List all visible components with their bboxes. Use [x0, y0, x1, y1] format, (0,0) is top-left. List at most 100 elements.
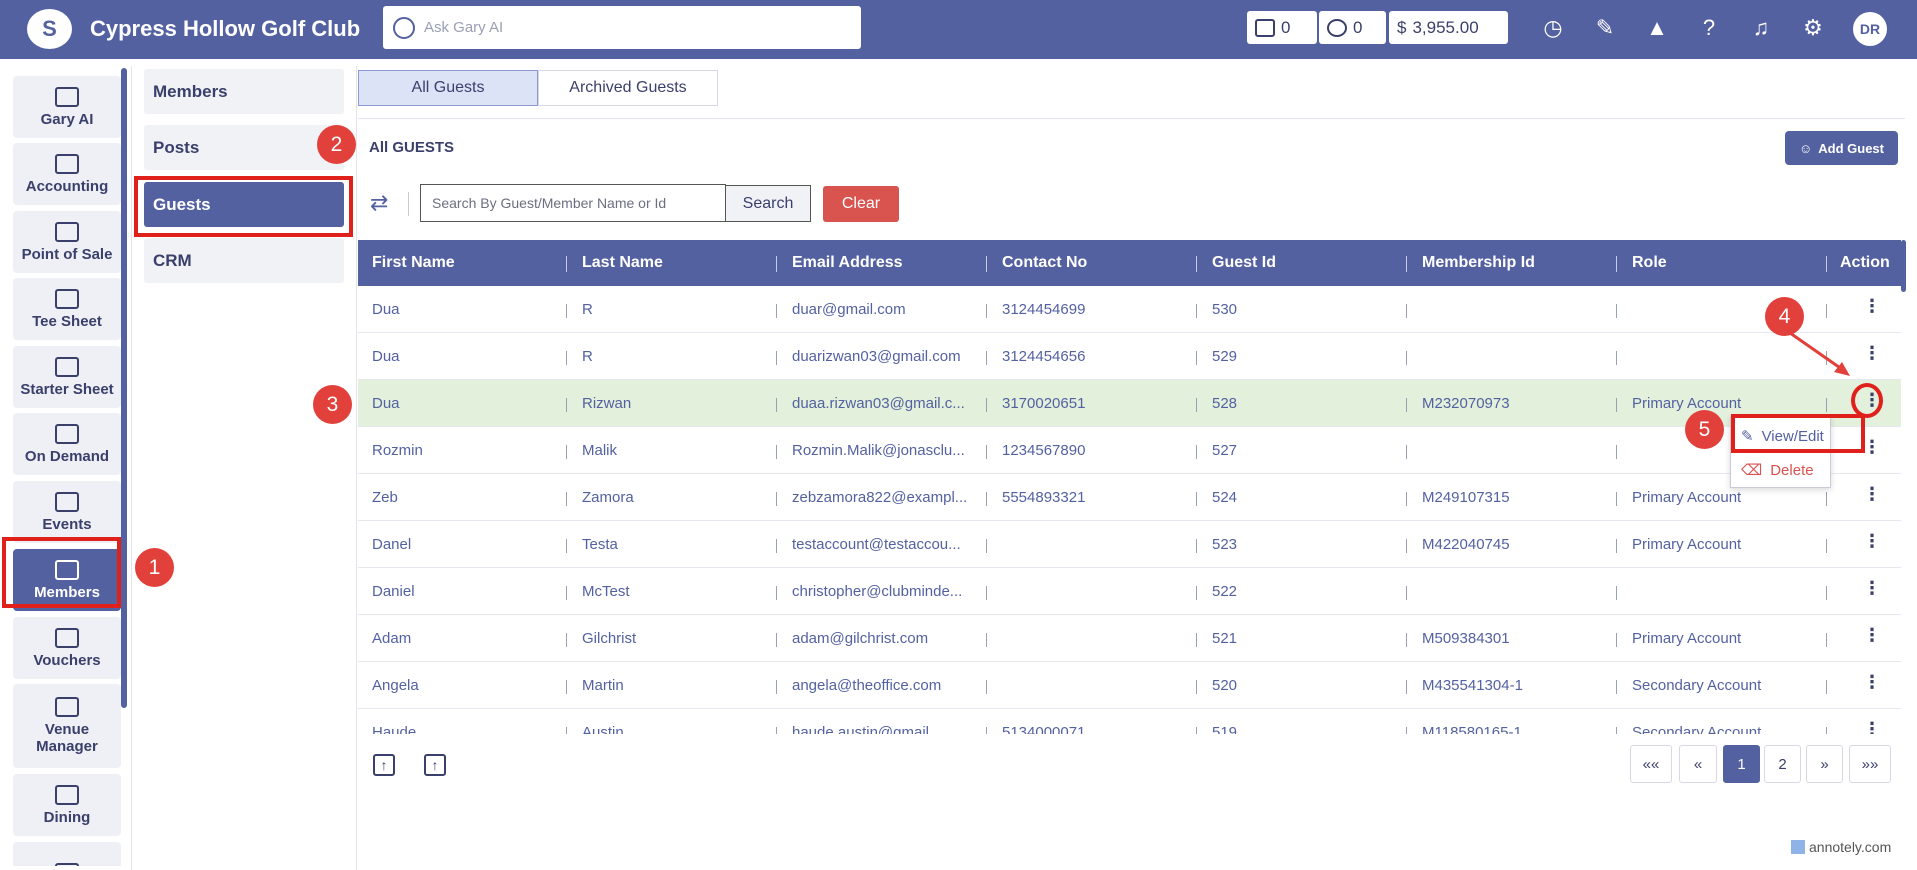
- kebab-menu-icon[interactable]: ⋮: [1863, 484, 1881, 504]
- nav-members[interactable]: Members: [13, 549, 121, 611]
- page-2[interactable]: 2: [1764, 745, 1801, 783]
- table-row[interactable]: Daniel McTest christopher@clubminde... 522 ⋮: [358, 568, 1901, 615]
- table-cell: 523: [1212, 536, 1238, 553]
- subnav-posts[interactable]: Posts: [144, 125, 344, 170]
- clock-icon[interactable]: ◷: [1543, 15, 1563, 40]
- cell-divider: [566, 351, 567, 365]
- search-input[interactable]: [420, 184, 726, 222]
- cell-divider: [1406, 398, 1407, 412]
- page-last[interactable]: »»: [1849, 745, 1891, 783]
- tab-all-guests[interactable]: All Guests: [358, 70, 538, 106]
- table-cell: 1234567890: [1002, 442, 1086, 459]
- nav-venue-manager[interactable]: Venue Manager: [13, 684, 121, 768]
- table-row[interactable]: Adam Gilchrist adam@gilchrist.com 521 M50938…: [358, 615, 1901, 662]
- table-cell: christopher@clubminde...: [792, 583, 963, 600]
- kebab-menu-icon[interactable]: ⋮: [1863, 437, 1881, 457]
- user-avatar[interactable]: DR: [1853, 12, 1887, 46]
- search-button[interactable]: Search: [725, 185, 811, 222]
- table-scrollbar[interactable]: [1901, 240, 1906, 292]
- graduation-icon[interactable]: ▲: [1646, 15, 1668, 40]
- col-email[interactable]: Email Address: [792, 254, 903, 271]
- cell-divider: [986, 539, 987, 553]
- page-next[interactable]: »: [1806, 745, 1843, 783]
- table-row[interactable]: Dua Rizwan duaa.rizwan03@gmail.c... 3170020…: [358, 380, 1901, 427]
- table-cell: Austin: [582, 724, 624, 734]
- table-cell: Secondary Account: [1632, 724, 1762, 734]
- guest-tabs: All Guests Archived Guests: [358, 70, 718, 106]
- kebab-menu-icon[interactable]: ⋮: [1863, 672, 1881, 692]
- subnav-guests[interactable]: Guests: [144, 182, 344, 227]
- menu-view-edit[interactable]: ✎ View/Edit: [1731, 419, 1832, 453]
- cell-divider: [1616, 492, 1617, 506]
- more-icon: [55, 863, 79, 866]
- kebab-menu-icon[interactable]: ⋮: [1863, 531, 1881, 551]
- nav-gary-ai[interactable]: Gary AI: [13, 76, 121, 138]
- cell-divider: [1616, 680, 1617, 694]
- tab-archived-guests[interactable]: Archived Guests: [538, 70, 718, 106]
- cell-divider: [1616, 445, 1617, 459]
- menu-delete[interactable]: ⌫ Delete: [1731, 453, 1832, 487]
- gear-icon[interactable]: ⚙: [1803, 15, 1823, 40]
- table-row[interactable]: Haude Austin haude.austin@gmail.... 5134000…: [358, 709, 1901, 734]
- help-icon[interactable]: ?: [1702, 15, 1716, 40]
- kebab-menu-icon[interactable]: ⋮: [1863, 625, 1881, 645]
- nav-starter-sheet[interactable]: Starter Sheet: [13, 346, 121, 408]
- cart-counter[interactable]: 0: [1247, 11, 1317, 44]
- col-last-name[interactable]: Last Name: [582, 254, 663, 271]
- table-row[interactable]: Rozmin Malik Rozmin.Malik@jonasclu... 12345…: [358, 427, 1901, 474]
- kebab-menu-icon[interactable]: ⋮: [1863, 343, 1881, 363]
- nav-dining[interactable]: Dining: [13, 774, 121, 836]
- table-cell: Primary Account: [1632, 489, 1742, 506]
- monitor-icon: [55, 423, 79, 444]
- subnav-members[interactable]: Members: [144, 69, 344, 114]
- export-icon[interactable]: ↑: [373, 754, 395, 776]
- cell-divider: [1196, 727, 1197, 734]
- page-1[interactable]: 1: [1723, 745, 1760, 783]
- kebab-menu-icon[interactable]: ⋮: [1863, 296, 1881, 316]
- club-logo[interactable]: S: [27, 9, 72, 49]
- col-membership-id[interactable]: Membership Id: [1422, 254, 1535, 271]
- bell-icon[interactable]: ♫: [1752, 15, 1770, 40]
- kebab-menu-icon[interactable]: ⋮: [1863, 719, 1881, 734]
- nav-vouchers[interactable]: Vouchers: [13, 617, 121, 679]
- table-cell: Zeb: [372, 489, 398, 506]
- nav-accounting[interactable]: Accounting: [13, 143, 121, 205]
- table-row[interactable]: Angela Martin angela@theoffice.com 520 M4355…: [358, 662, 1901, 709]
- cell-divider: [566, 680, 567, 694]
- nav-tee-sheet[interactable]: Tee Sheet: [13, 278, 121, 340]
- col-guest-id[interactable]: Guest Id: [1212, 254, 1277, 271]
- timer-counter[interactable]: 0: [1319, 11, 1386, 44]
- table-row[interactable]: Zeb Zamora zebzamora822@exampl... 555489332…: [358, 474, 1901, 521]
- table-cell: [1422, 286, 1608, 333]
- table-row[interactable]: Danel Testa testaccount@testaccou... 523 M42…: [358, 521, 1901, 568]
- subnav-crm[interactable]: CRM: [144, 238, 344, 283]
- balance-pill[interactable]: $ 3,955.00: [1389, 11, 1508, 44]
- col-role[interactable]: Role: [1632, 254, 1667, 271]
- nav-more[interactable]: [13, 842, 121, 866]
- page-first[interactable]: ««: [1630, 745, 1672, 783]
- ticket-icon: [55, 627, 79, 648]
- table-cell: M232070973: [1422, 395, 1510, 412]
- kebab-menu-icon[interactable]: ⋮: [1863, 578, 1881, 598]
- clear-button[interactable]: Clear: [823, 186, 899, 222]
- col-first-name[interactable]: First Name: [372, 254, 455, 271]
- import-icon[interactable]: ↑: [424, 754, 446, 776]
- page-prev[interactable]: «: [1679, 745, 1717, 783]
- nav-scrollbar[interactable]: [121, 68, 127, 708]
- ask-gary-input[interactable]: Ask Gary AI: [383, 6, 861, 49]
- refresh-icon[interactable]: ⇄: [370, 190, 389, 215]
- annotation-badge-3: 3: [313, 385, 352, 424]
- add-guest-button[interactable]: ☺ Add Guest: [1785, 131, 1898, 165]
- chat-edit-icon[interactable]: ✎: [1595, 15, 1615, 40]
- table-cell: testaccount@testaccou...: [792, 536, 961, 553]
- nav-label: Accounting: [25, 177, 109, 195]
- nav-on-demand[interactable]: On Demand: [13, 413, 121, 475]
- nav-point-of-sale[interactable]: Point of Sale: [13, 211, 121, 273]
- nav-events[interactable]: Events: [13, 481, 121, 543]
- col-contact[interactable]: Contact No: [1002, 254, 1088, 271]
- cell-divider: [776, 492, 777, 506]
- cell-divider: [566, 304, 567, 318]
- table-cell: 529: [1212, 348, 1238, 365]
